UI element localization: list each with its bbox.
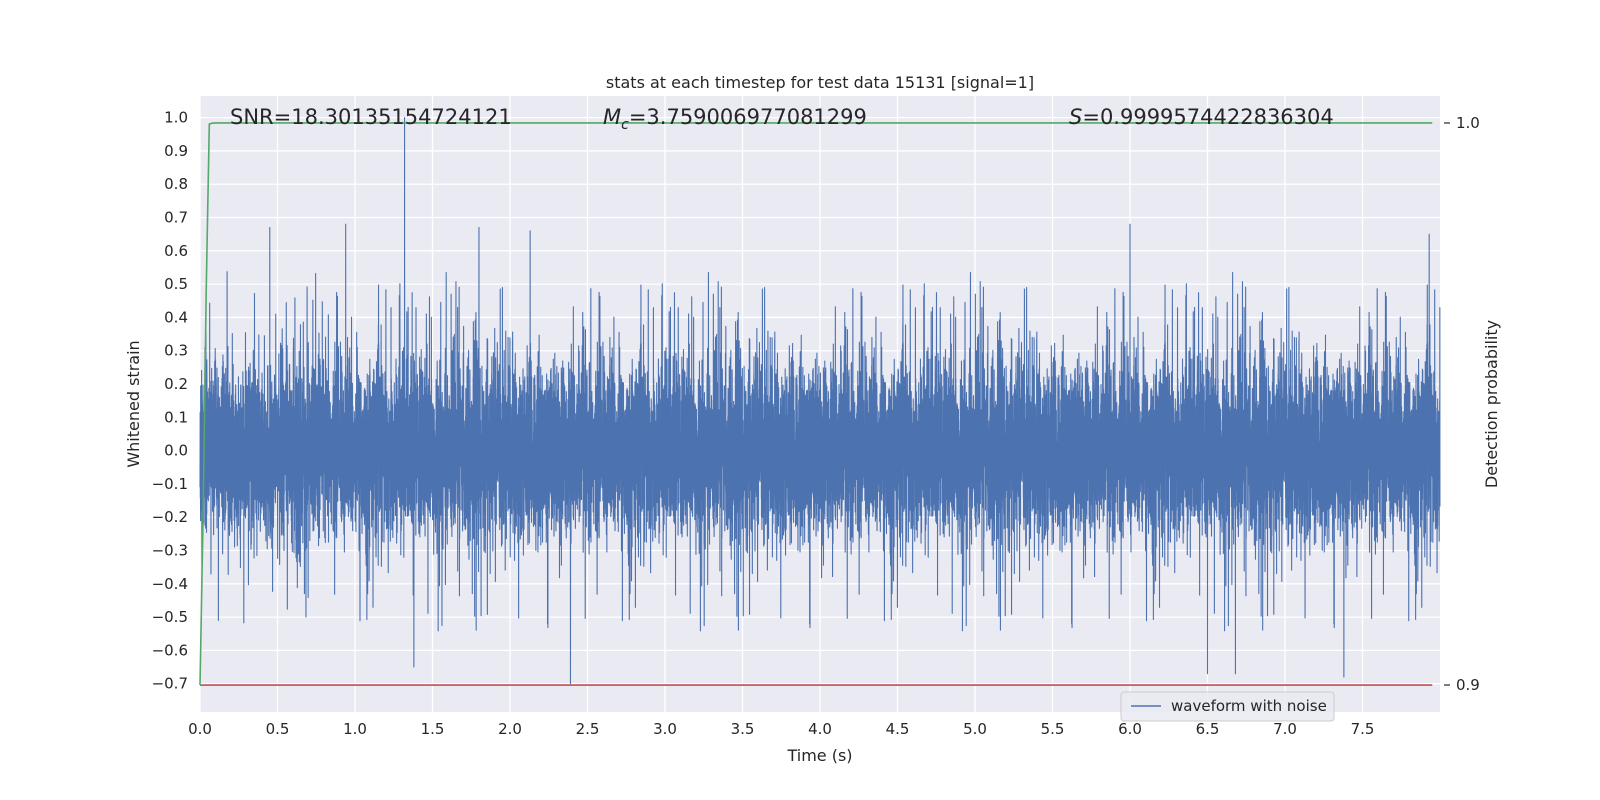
y-tick-label: −0.1 xyxy=(152,475,188,493)
y-tick-label: 0.5 xyxy=(164,275,188,293)
x-tick-label: 2.5 xyxy=(576,720,600,738)
y-axis-label: Whitened strain xyxy=(124,340,143,467)
annotation-s: S=0.9999574422836304 xyxy=(1069,105,1334,129)
x-tick-label: 6.5 xyxy=(1196,720,1220,738)
annotation-mc-value: =3.759006977081299 xyxy=(629,105,867,129)
y-tick-label: 0.7 xyxy=(164,209,188,227)
x-tick-label: 3.0 xyxy=(653,720,677,738)
y-tick-label: 0.3 xyxy=(164,342,188,360)
legend: waveform with noise xyxy=(1120,691,1335,722)
x-axis-label: Time (s) xyxy=(786,746,852,765)
y2-axis-label: Detection probability xyxy=(1482,320,1501,488)
y-tick-label: 0.8 xyxy=(164,175,188,193)
y-tick-label: −0.3 xyxy=(152,542,188,560)
x-tick-label: 7.5 xyxy=(1351,720,1375,738)
x-tick-label: 2.0 xyxy=(498,720,522,738)
y-tick-label: 0.1 xyxy=(164,408,188,426)
y-tick-label: −0.4 xyxy=(152,575,188,593)
y-tick-label: −0.5 xyxy=(152,608,188,626)
x-ticks: 0.0 0.5 1.0 1.5 2.0 2.5 3.0 3.5 4.0 4.5 5.0 5.5 6.0 6… xyxy=(188,720,1374,738)
y-tick-label: 0.0 xyxy=(164,442,188,460)
y-tick-label: 1.0 xyxy=(164,109,188,127)
x-tick-label: 1.0 xyxy=(343,720,367,738)
y-tick-label: 0.6 xyxy=(164,242,188,260)
y2-tick-label: 0.9 xyxy=(1456,676,1480,694)
series-line-probability xyxy=(199,122,1433,686)
y-tick-label: −0.6 xyxy=(152,641,188,659)
x-tick-label: 0.0 xyxy=(188,720,212,738)
x-tick-label: 6.0 xyxy=(1118,720,1142,738)
x-tick-label: 4.0 xyxy=(808,720,832,738)
y-ticks: 1.0 0.9 0.8 0.7 0.6 0.5 0.4 0.3 0.2 0.1 0.0 −0.1 −0.… xyxy=(152,109,188,693)
x-tick-label: 7.0 xyxy=(1273,720,1297,738)
y-tick-label: −0.2 xyxy=(152,508,188,526)
y-tick-label: −0.7 xyxy=(152,675,188,693)
y2-tick-label: 1.0 xyxy=(1456,114,1480,132)
annotation-mc-sub: c xyxy=(621,117,629,133)
x-tick-label: 4.5 xyxy=(886,720,910,738)
x-tick-label: 5.0 xyxy=(963,720,987,738)
series-layer xyxy=(199,117,1441,686)
x-tick-label: 0.5 xyxy=(266,720,290,738)
x-tick-label: 1.5 xyxy=(421,720,445,738)
annotation-s-symbol: S xyxy=(1069,105,1082,129)
series-line-waveform xyxy=(199,117,1441,685)
y-tick-label: 0.2 xyxy=(164,375,188,393)
legend-label-waveform: waveform with noise xyxy=(1171,697,1327,715)
annotation-mc: Mc=3.759006977081299 xyxy=(603,105,867,133)
legend-box xyxy=(1120,691,1335,722)
y2-ticks: 1.0 0.9 xyxy=(1444,114,1480,694)
annotation-mc-symbol: M xyxy=(603,105,621,129)
y-tick-label: 0.4 xyxy=(164,308,188,326)
annotation-snr: SNR=18.30135154724121 xyxy=(230,105,512,129)
annotation-s-value: =0.9999574422836304 xyxy=(1082,105,1333,129)
x-tick-label: 5.5 xyxy=(1041,720,1065,738)
y-tick-label: 0.9 xyxy=(164,142,188,160)
x-tick-label: 3.5 xyxy=(731,720,755,738)
chart-title: stats at each timestep for test data 151… xyxy=(606,73,1034,92)
